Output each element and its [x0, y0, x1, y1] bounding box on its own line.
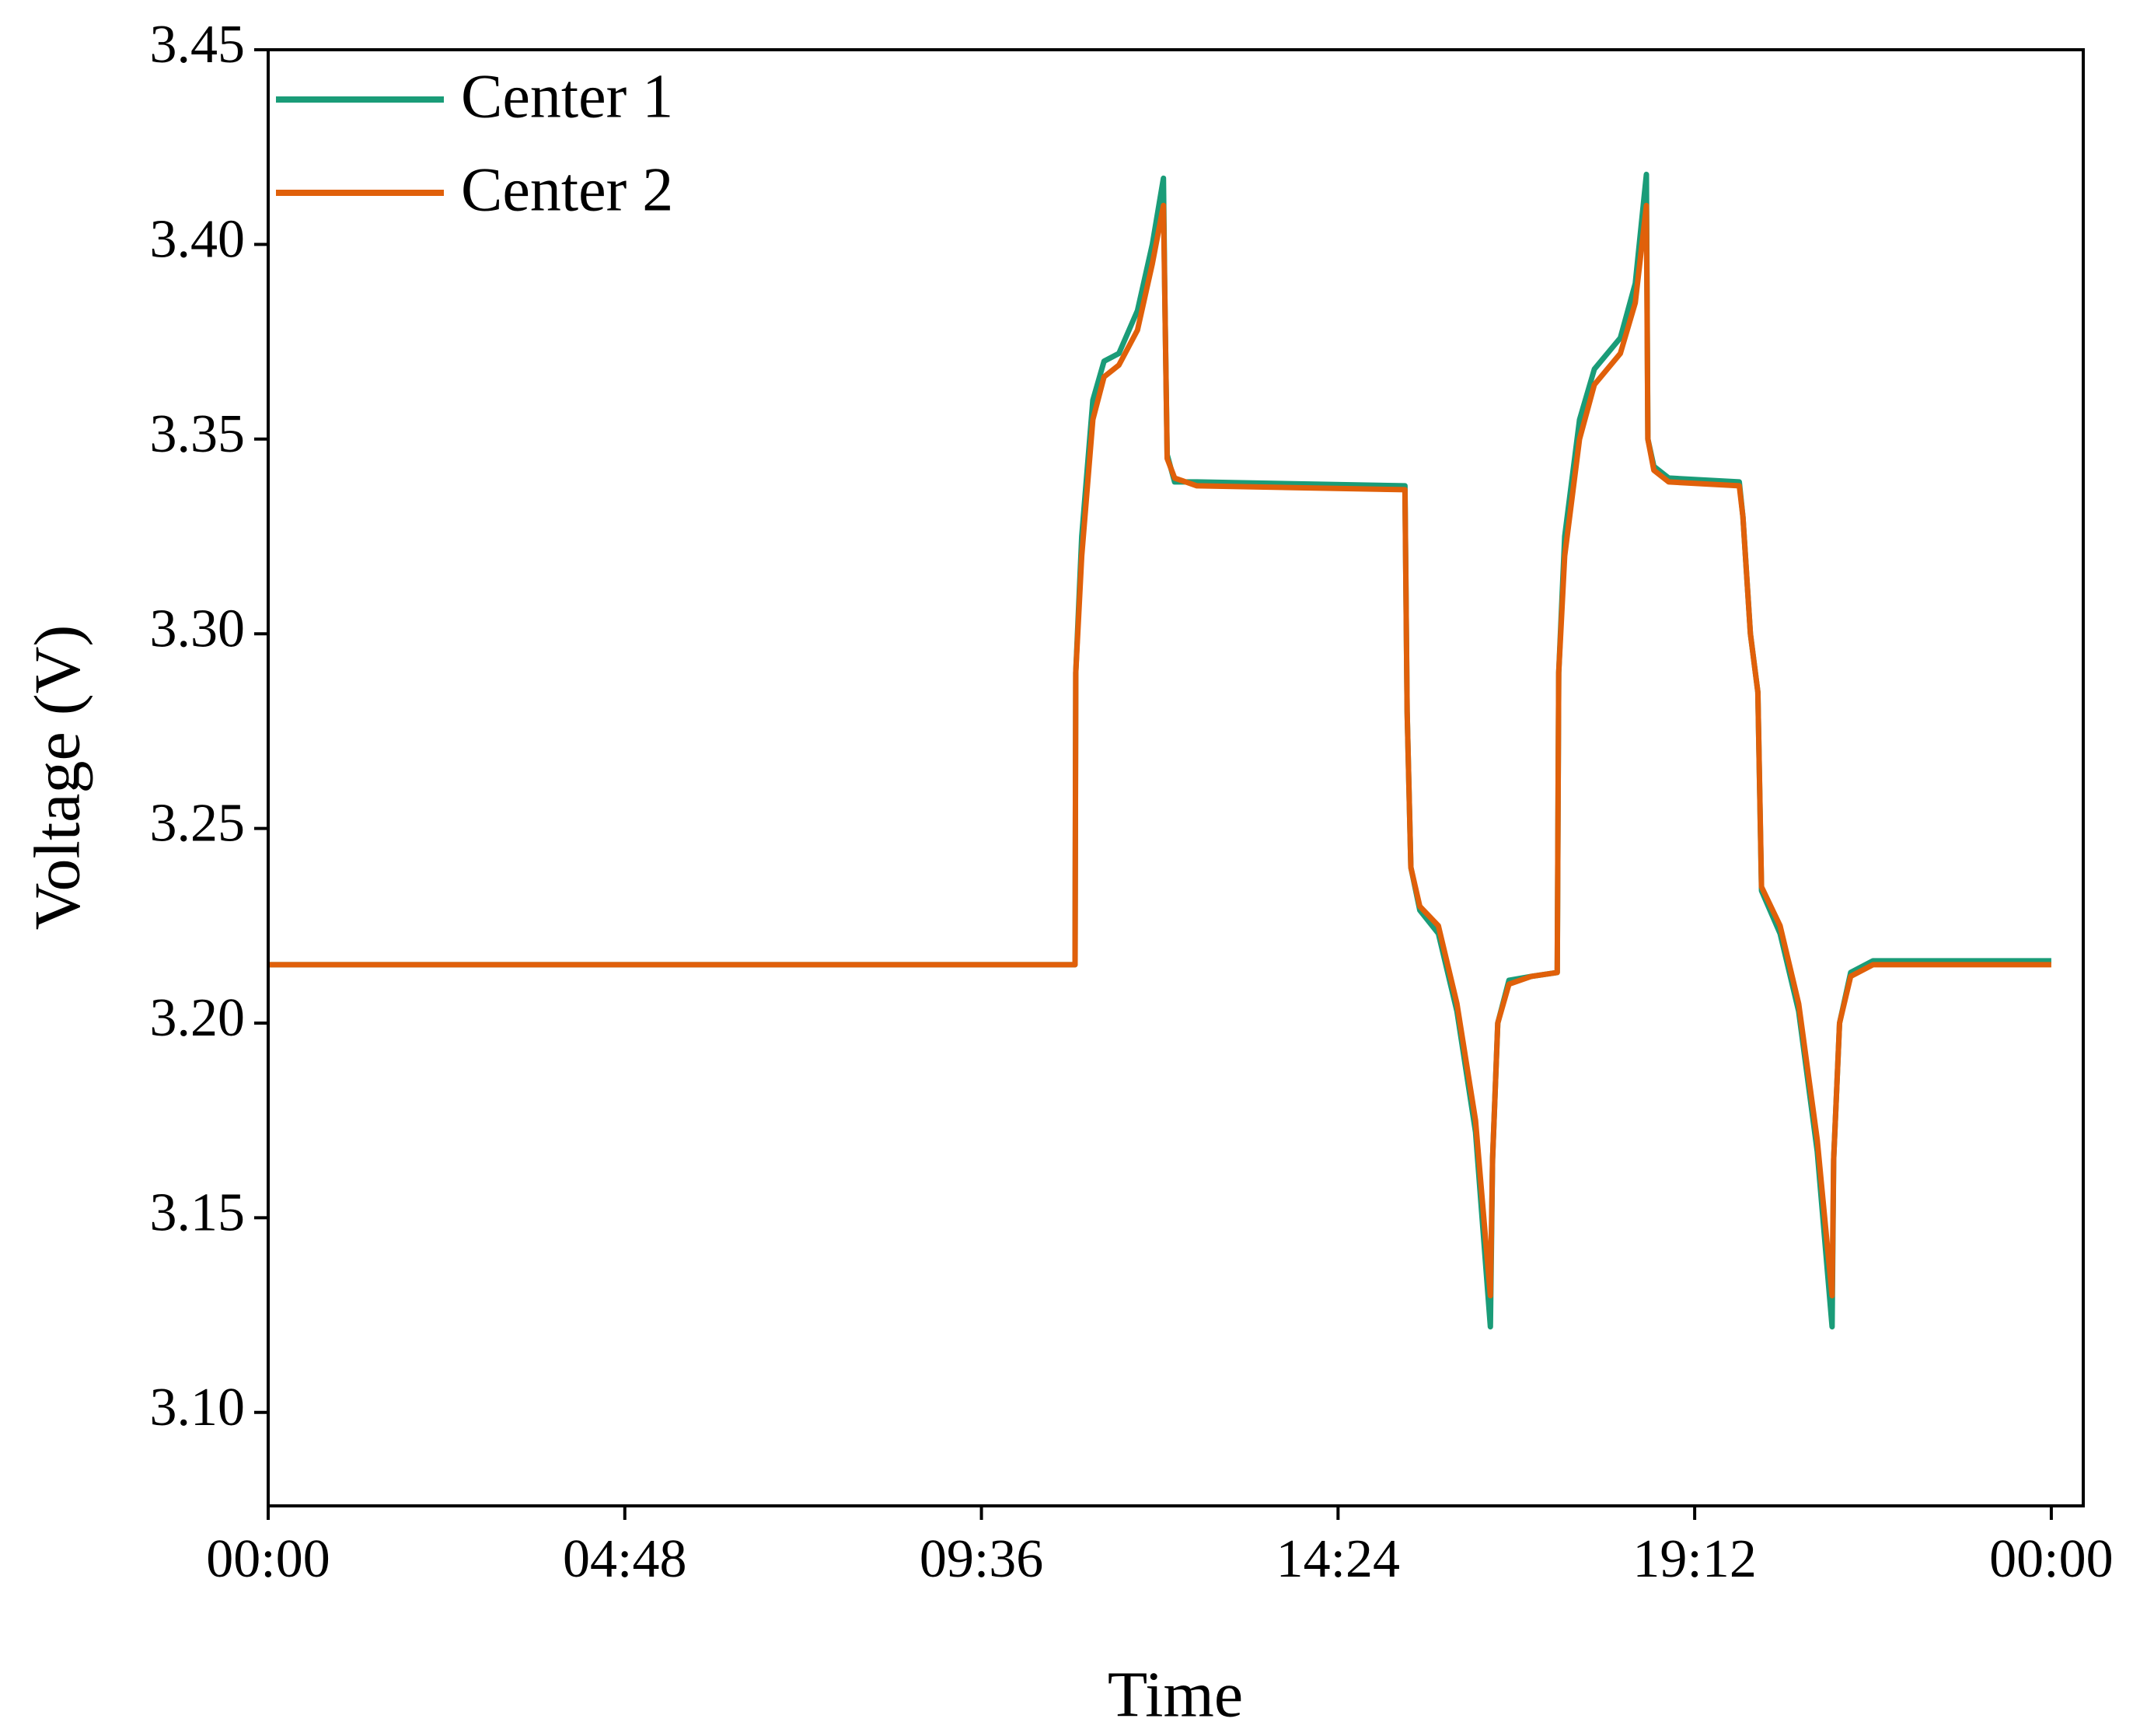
y-tick-label: 3.20	[150, 988, 246, 1048]
x-tick-label: 19:12	[1632, 1529, 1756, 1589]
data-line	[268, 202, 2051, 1299]
x-tick-label: 00:00	[1989, 1529, 2113, 1589]
y-tick-label: 3.25	[150, 794, 246, 854]
legend-label: Center 1	[461, 62, 673, 131]
x-tick-label: 04:48	[563, 1529, 686, 1589]
data-line	[268, 171, 2051, 1330]
y-tick-label: 3.40	[150, 209, 246, 269]
x-axis-title: Time	[1108, 1658, 1243, 1731]
y-tick-label: 3.10	[150, 1378, 246, 1437]
x-tick-label: 00:00	[206, 1529, 330, 1589]
legend-label: Center 2	[461, 155, 673, 224]
plot-frame	[267, 48, 2085, 1507]
y-tick-label: 3.35	[150, 404, 246, 464]
x-tick-label: 14:24	[1276, 1529, 1400, 1589]
y-axis-title: Voltage (V)	[21, 625, 93, 931]
y-tick-label: 3.45	[150, 15, 246, 75]
x-tick-label: 09:36	[920, 1529, 1043, 1589]
y-tick-label: 3.30	[150, 599, 246, 658]
y-tick-label: 3.15	[150, 1182, 246, 1242]
